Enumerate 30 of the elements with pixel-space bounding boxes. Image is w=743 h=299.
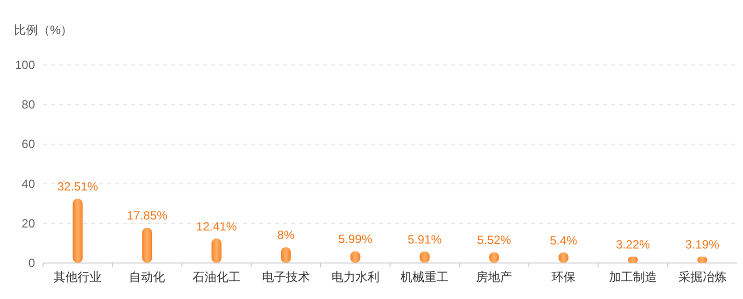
bar	[142, 228, 152, 263]
y-tick-label: 40	[22, 176, 36, 191]
data-label: 3.22%	[616, 238, 650, 252]
bar	[72, 198, 83, 263]
x-tick-label: 自动化	[129, 270, 166, 284]
data-label: 5.91%	[408, 232, 442, 246]
data-label: 17.85%	[126, 208, 168, 223]
x-tick-label: 采掘冶炼	[678, 270, 726, 284]
x-tick-label: 其他行业	[54, 270, 102, 284]
x-tick-label: 石油化工	[192, 270, 240, 284]
y-axis-title: 比例（%）	[14, 23, 73, 37]
data-label: 5.52%	[477, 233, 512, 248]
data-label: 12.41%	[196, 219, 238, 234]
y-tick-label: 100	[14, 58, 36, 72]
data-label: 32.51%	[57, 180, 98, 194]
x-tick-label: 电力水利	[331, 270, 380, 284]
x-tick-label: 房地产	[476, 270, 512, 284]
data-label: 5.4%	[550, 233, 578, 248]
data-label: 5.99%	[338, 232, 373, 246]
bar	[212, 238, 222, 263]
data-label: 3.19%	[685, 238, 720, 252]
x-tick-label: 电子技术	[262, 270, 310, 284]
y-tick-label: 20	[22, 216, 36, 230]
y-tick-label: 0	[28, 256, 36, 270]
data-label: 8%	[277, 228, 295, 242]
y-tick-label: 60	[22, 137, 36, 152]
x-tick-label: 机械重工	[400, 270, 449, 284]
x-tick-label: 加工制造	[608, 270, 657, 284]
x-tick-label: 环保	[552, 270, 576, 284]
y-tick-label: 80	[22, 98, 36, 112]
